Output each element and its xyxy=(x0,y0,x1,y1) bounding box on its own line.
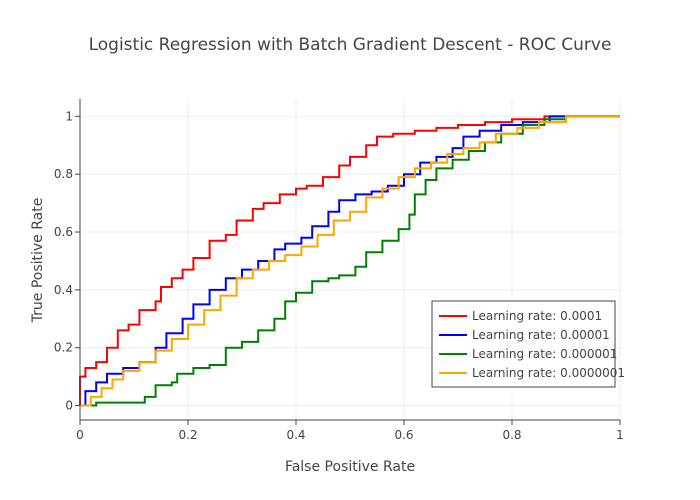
grid xyxy=(80,99,621,420)
x-tick-label: 0.4 xyxy=(286,428,305,442)
y-tick-label: 0.6 xyxy=(54,225,73,239)
series-layer xyxy=(79,115,620,407)
y-tick-label: 0 xyxy=(65,399,73,413)
legend: Learning rate: 0.0001 Learning rate: 0.00… xyxy=(431,300,625,388)
legend-label: Learning rate: 0.0000001 xyxy=(472,366,625,380)
axes: 0 0.2 0.4 0.6 0.8 1 0 0.2 0.4 0.6 0.8 1 xyxy=(54,99,624,442)
x-tick-label: 0.6 xyxy=(394,428,413,442)
y-axis-title: True Positive Rate xyxy=(30,198,46,324)
y-tick-label: 0.8 xyxy=(54,167,73,181)
y-tick-label: 0.4 xyxy=(54,283,73,297)
legend-label: Learning rate: 0.00001 xyxy=(472,328,610,342)
series-line-3 xyxy=(80,115,620,407)
x-axis-title: False Positive Rate xyxy=(285,459,415,475)
chart-title: Logistic Regression with Batch Gradient … xyxy=(89,35,612,55)
y-tick-label: 0.2 xyxy=(54,341,73,355)
x-tick-label: 1 xyxy=(616,428,624,442)
legend-label: Learning rate: 0.000001 xyxy=(472,347,617,361)
x-tick-label: 0 xyxy=(76,428,84,442)
series-line-1 xyxy=(79,115,620,406)
series-line-4 xyxy=(80,115,620,407)
x-tick-label: 0.8 xyxy=(502,428,521,442)
legend-label: Learning rate: 0.0001 xyxy=(472,309,602,323)
x-tick-label: 0.2 xyxy=(178,428,197,442)
y-tick-label: 1 xyxy=(65,109,73,123)
